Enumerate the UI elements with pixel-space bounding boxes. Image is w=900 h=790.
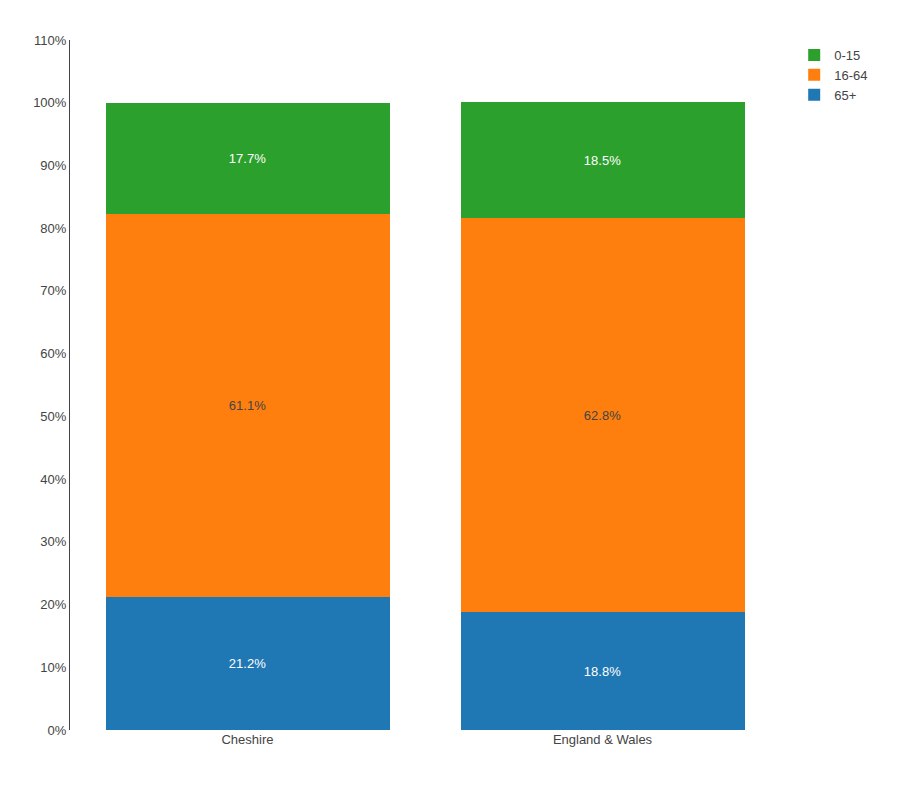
svg-text:0%: 0% bbox=[48, 723, 67, 738]
svg-text:60%: 60% bbox=[40, 346, 66, 361]
svg-text:0-15: 0-15 bbox=[834, 48, 860, 63]
svg-text:61.1%: 61.1% bbox=[229, 398, 266, 413]
svg-text:Cheshire: Cheshire bbox=[221, 732, 273, 747]
svg-text:110%: 110% bbox=[34, 33, 67, 48]
svg-text:90%: 90% bbox=[40, 158, 66, 173]
svg-text:18.5%: 18.5% bbox=[584, 153, 621, 168]
svg-text:10%: 10% bbox=[40, 660, 66, 675]
svg-text:England & Wales: England & Wales bbox=[553, 732, 653, 747]
svg-text:80%: 80% bbox=[40, 221, 66, 236]
svg-text:20%: 20% bbox=[40, 597, 66, 612]
svg-text:70%: 70% bbox=[40, 283, 66, 298]
svg-text:62.8%: 62.8% bbox=[584, 408, 621, 423]
svg-text:17.7%: 17.7% bbox=[229, 151, 266, 166]
svg-text:18.8%: 18.8% bbox=[584, 664, 621, 679]
svg-text:16-64: 16-64 bbox=[834, 68, 867, 83]
svg-text:21.2%: 21.2% bbox=[229, 656, 266, 671]
svg-text:40%: 40% bbox=[40, 472, 66, 487]
svg-text:65+: 65+ bbox=[834, 88, 856, 103]
svg-text:100%: 100% bbox=[33, 95, 67, 110]
svg-text:30%: 30% bbox=[40, 534, 66, 549]
svg-text:50%: 50% bbox=[40, 409, 66, 424]
